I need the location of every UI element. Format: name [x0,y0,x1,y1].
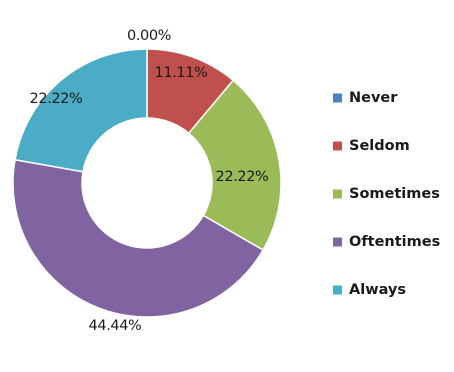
legend-label-seldom: Seldom [349,138,410,154]
slice-sometimes [187,79,282,252]
legend-label-oftentimes: Oftentimes [349,234,440,250]
data-label-always: 22.22% [30,91,83,107]
legend-label-always: Always [349,282,406,298]
legend-label-sometimes: Sometimes [349,186,440,202]
slice-always [14,48,148,173]
legend-swatch-oftentimes [333,237,342,247]
legend: Never Seldom Sometimes Oftentimes Always [333,90,440,298]
slices-group [12,48,282,318]
legend-swatch-never [333,93,342,103]
legend-swatch-sometimes [333,189,342,199]
legend-swatch-always [333,285,342,295]
data-label-seldom: 11.11% [155,65,208,81]
data-label-oftentimes: 44.44% [89,318,142,334]
slice-oftentimes [12,158,265,318]
legend-swatch-seldom [333,141,342,151]
data-label-never: 0.00% [127,28,171,44]
data-label-sometimes: 22.22% [216,169,269,185]
legend-label-never: Never [349,90,398,106]
data-labels-group: 0.00% 11.11% 22.22% 44.44% 22.22% [30,28,269,334]
